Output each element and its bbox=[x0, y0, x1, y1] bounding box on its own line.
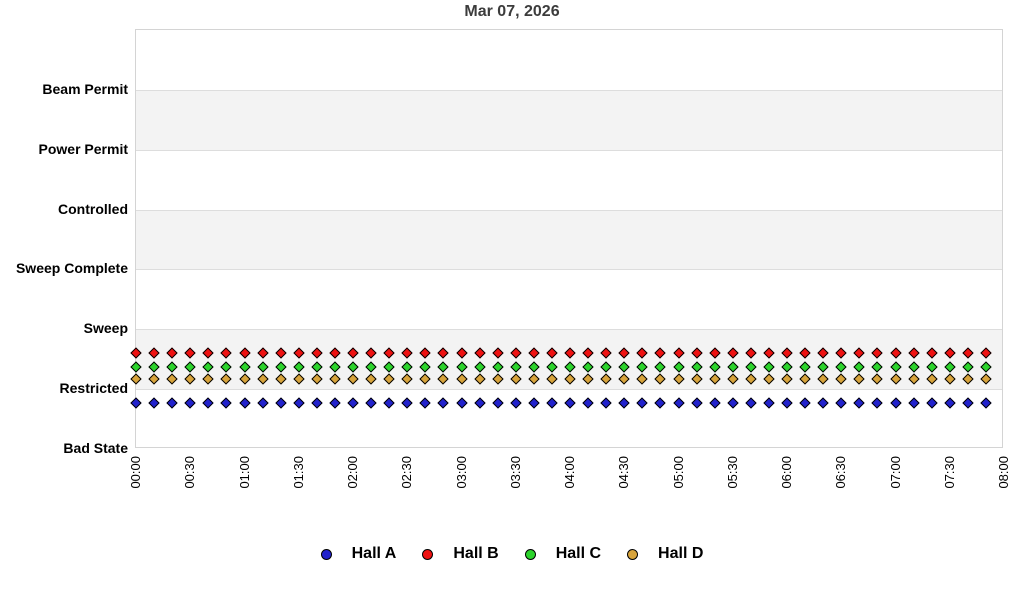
plot-band bbox=[136, 30, 1002, 90]
x-tick-label: 04:30 bbox=[616, 456, 632, 489]
gridline bbox=[136, 149, 1002, 151]
x-tick-label: 05:30 bbox=[724, 456, 740, 489]
x-tick-label: 06:00 bbox=[779, 456, 794, 489]
y-tick-label: Bad State bbox=[63, 440, 128, 456]
x-tick-label: 01:30 bbox=[290, 456, 306, 489]
legend-marker-icon bbox=[524, 548, 536, 560]
legend-label: Hall B bbox=[453, 545, 499, 562]
y-tick-label: Controlled bbox=[58, 200, 128, 217]
legend-item-hall-a: Hall A bbox=[320, 545, 397, 563]
legend-label: Hall C bbox=[555, 545, 602, 562]
x-tick-label: 07:00 bbox=[887, 456, 903, 489]
legend-item-hall-b: Hall B bbox=[422, 545, 499, 563]
x-tick-label: 00:30 bbox=[182, 456, 198, 489]
y-tick-label: Sweep bbox=[83, 320, 128, 337]
gridline bbox=[136, 329, 1002, 331]
x-tick-label: 03:30 bbox=[507, 456, 523, 489]
y-tick-label: Sweep Complete bbox=[15, 260, 128, 277]
y-tick-label: Restricted bbox=[59, 380, 128, 397]
plot-band bbox=[136, 150, 1002, 210]
x-tick-label: 02:30 bbox=[399, 456, 415, 489]
plot-area bbox=[130, 29, 1003, 448]
x-tick-label: 00:00 bbox=[128, 456, 143, 489]
legend-item-hall-d: Hall D bbox=[627, 545, 703, 563]
gridline bbox=[136, 269, 1002, 271]
x-tick-label: 02:00 bbox=[345, 456, 360, 489]
legend-marker-icon bbox=[422, 548, 434, 560]
legend-label: Hall A bbox=[351, 545, 397, 562]
gridline bbox=[136, 389, 1002, 391]
plot-band bbox=[136, 89, 1002, 150]
legend-marker-icon bbox=[320, 548, 332, 560]
gridline bbox=[136, 209, 1002, 211]
x-tick-label: 03:00 bbox=[453, 456, 469, 489]
plot-band bbox=[136, 269, 1002, 329]
y-tick-label: Power Permit bbox=[38, 140, 128, 157]
x-tick-label: 07:30 bbox=[941, 456, 957, 489]
legend-item-hall-c: Hall C bbox=[524, 545, 602, 563]
x-tick-label: 08:00 bbox=[996, 456, 1011, 489]
plot-band bbox=[136, 209, 1002, 270]
x-tick-label: 05:00 bbox=[670, 456, 686, 489]
legend-marker-icon bbox=[627, 548, 639, 560]
legend: Hall A Hall B Hall C Hall D bbox=[0, 542, 1024, 566]
legend-label: Hall D bbox=[658, 545, 704, 562]
y-tick-label: Beam Permit bbox=[42, 80, 128, 97]
gridline bbox=[136, 89, 1002, 91]
x-tick-label: 01:00 bbox=[236, 456, 252, 489]
chart-title: Mar 07, 2026 bbox=[464, 3, 560, 20]
x-tick-label: 06:30 bbox=[833, 456, 849, 489]
x-tick-label: 04:00 bbox=[562, 456, 577, 489]
